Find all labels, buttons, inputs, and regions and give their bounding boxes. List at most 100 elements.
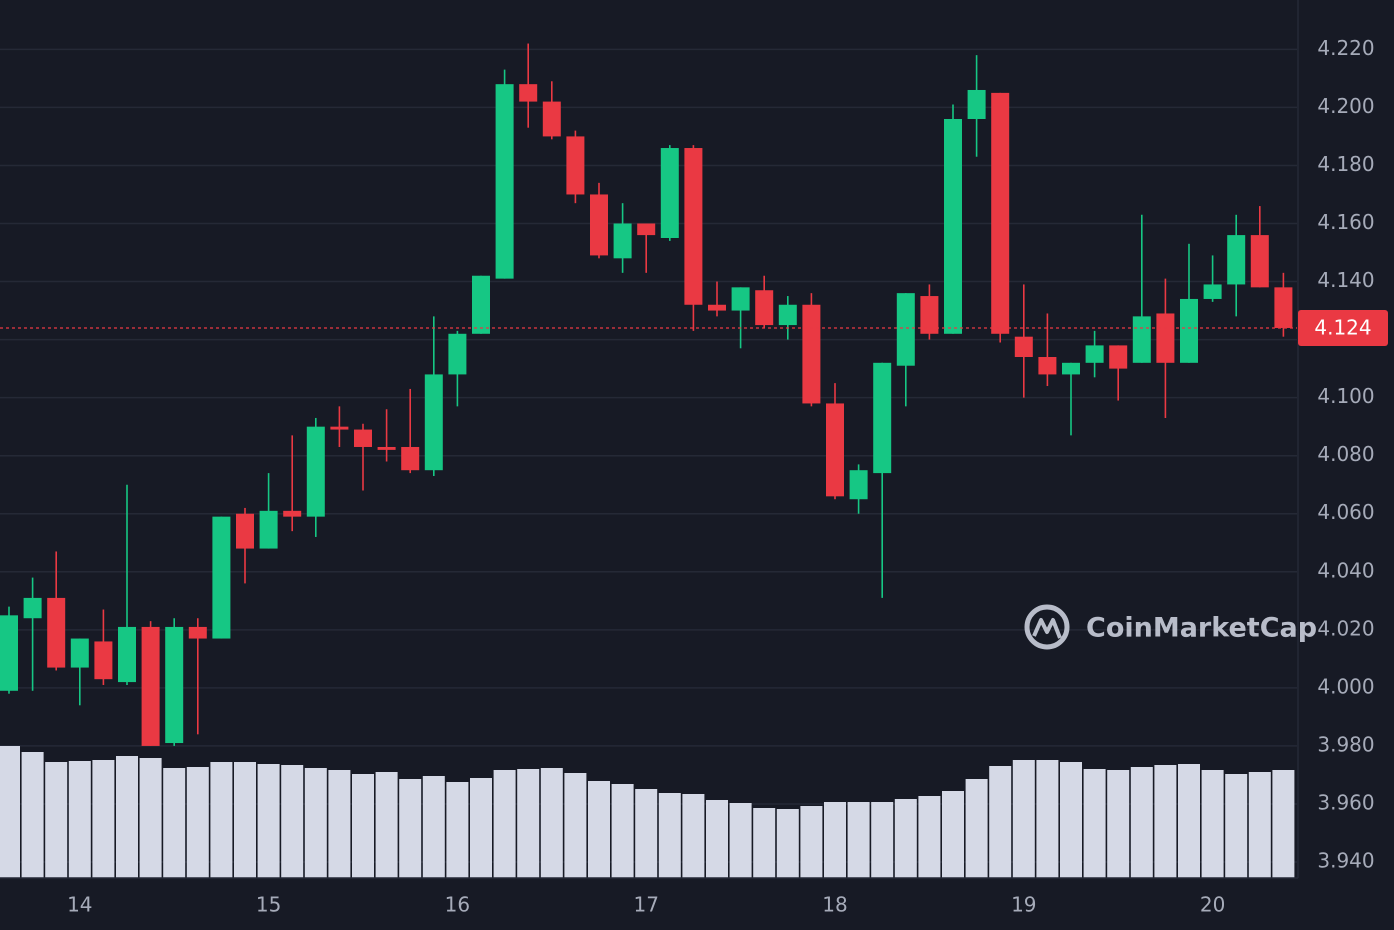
volume-bar xyxy=(304,768,327,878)
y-tick-label: 4.080 xyxy=(1317,442,1374,466)
volume-bar xyxy=(706,800,728,878)
volume-bar xyxy=(965,779,988,878)
volume-bar xyxy=(824,802,846,878)
x-tick-label: 18 xyxy=(822,893,847,917)
candle-body xyxy=(259,510,278,549)
volume-bars xyxy=(0,746,1295,878)
volume-bar xyxy=(942,791,964,878)
candle-body xyxy=(165,626,184,744)
candle-body xyxy=(448,333,467,375)
candle-body xyxy=(1180,298,1198,363)
candle-body xyxy=(991,92,1010,334)
volume-bar xyxy=(116,756,138,878)
volume-bar xyxy=(540,768,563,878)
volume-bar xyxy=(68,761,91,878)
candle-body xyxy=(896,293,915,366)
candle-body xyxy=(495,84,514,279)
volume-bar xyxy=(1225,774,1248,878)
volume-bar xyxy=(163,768,186,878)
candle-body xyxy=(826,403,844,497)
candle-body xyxy=(1274,287,1293,328)
volume-bar xyxy=(470,778,492,878)
candle-body xyxy=(1062,362,1080,375)
current-price-tag xyxy=(1298,309,1388,346)
watermark-logo-mark xyxy=(1032,618,1062,639)
volume-bar xyxy=(139,758,162,878)
candle-body xyxy=(660,148,679,239)
y-tick-label: 4.060 xyxy=(1317,500,1374,524)
volume-bar xyxy=(234,762,256,878)
y-tick-label: 4.220 xyxy=(1317,36,1374,60)
volume-bar xyxy=(894,799,917,878)
candle-body xyxy=(306,426,325,517)
volume-bar xyxy=(517,769,540,878)
volume-bar xyxy=(753,808,776,878)
candle-body xyxy=(566,136,585,195)
volume-bar xyxy=(918,796,941,878)
candle-body xyxy=(802,304,821,404)
volume-bar xyxy=(328,770,351,878)
candle-body xyxy=(637,223,656,236)
axes: 3.940 3.960 3.980 4.000 4.020 4.040 4.060 4.080… xyxy=(67,36,1375,917)
volume-bar xyxy=(1178,764,1200,878)
volume-bar xyxy=(658,793,681,878)
candle-body xyxy=(731,287,750,311)
x-tick-label: 15 xyxy=(256,893,281,917)
volume-bar xyxy=(1272,770,1295,878)
x-tick-label: 16 xyxy=(445,893,470,917)
candle-body xyxy=(236,513,254,549)
x-tick-label: 17 xyxy=(633,893,658,917)
volume-bar xyxy=(1012,760,1035,878)
volume-bar xyxy=(1248,772,1271,878)
watermark: CoinMarketCap xyxy=(1024,604,1317,650)
candle-body xyxy=(920,296,939,334)
y-tick-label: 4.100 xyxy=(1317,384,1374,408)
candle-body xyxy=(472,275,490,334)
volume-bar xyxy=(682,794,705,878)
volume-bar xyxy=(375,772,398,878)
candle-body xyxy=(70,638,89,668)
candle-body xyxy=(1038,357,1057,375)
candle-body xyxy=(141,626,160,746)
candle-body xyxy=(1014,336,1033,358)
candle-body xyxy=(212,516,231,639)
candle-body xyxy=(1156,313,1175,363)
volume-bar xyxy=(729,803,752,878)
candle-body xyxy=(1227,235,1246,285)
y-tick-label: 4.200 xyxy=(1317,94,1374,118)
volume-bar xyxy=(800,806,823,878)
volume-bar xyxy=(446,782,469,878)
x-tick-label: 20 xyxy=(1200,893,1225,917)
volume-bar xyxy=(493,770,516,878)
x-tick-label: 19 xyxy=(1011,893,1036,917)
y-tick-label: 4.040 xyxy=(1317,558,1374,582)
grid xyxy=(0,48,1297,863)
candle-body xyxy=(0,615,18,691)
candle-body xyxy=(401,446,420,471)
volume-bar xyxy=(1107,770,1130,878)
volume-bar xyxy=(635,789,658,878)
candle-body xyxy=(613,223,632,259)
volume-bar xyxy=(92,760,115,878)
volume-bar xyxy=(281,765,304,878)
candle-body xyxy=(590,194,608,256)
candle-body xyxy=(778,304,797,326)
volume-bar xyxy=(210,762,233,878)
y-tick-label: 3.940 xyxy=(1317,849,1374,873)
candle-body xyxy=(377,446,396,450)
current-price-label: 4.124 xyxy=(1314,315,1371,339)
volume-bar xyxy=(1060,762,1082,878)
y-tick-label: 3.960 xyxy=(1317,790,1374,814)
watermark-text: CoinMarketCap xyxy=(1086,613,1317,644)
candle-body xyxy=(519,84,538,102)
volume-bar xyxy=(1083,769,1106,878)
volume-bar xyxy=(611,784,634,878)
y-tick-label: 4.140 xyxy=(1317,268,1374,292)
candle-body xyxy=(354,429,372,447)
candle-body xyxy=(94,641,113,680)
candle-body xyxy=(1203,284,1222,299)
candles xyxy=(0,43,1293,746)
current-price: 4.124 xyxy=(0,309,1388,346)
volume-bar xyxy=(776,809,799,878)
